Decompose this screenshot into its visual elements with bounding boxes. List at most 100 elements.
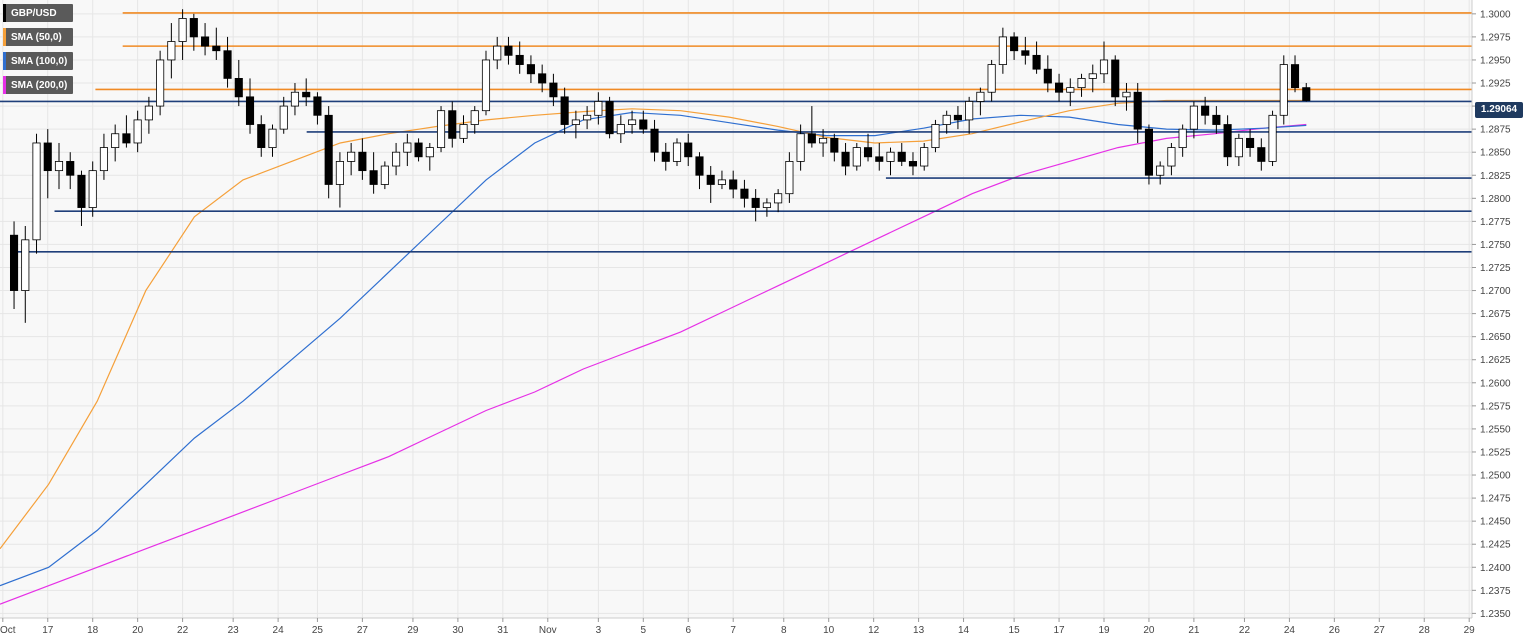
candle-up <box>571 119 580 125</box>
candle-up <box>852 147 861 167</box>
candle-down <box>1257 147 1266 162</box>
candle-up <box>942 114 951 125</box>
candle-up <box>54 161 64 172</box>
x-tick-label: 15 <box>1009 625 1021 636</box>
candle-down <box>77 174 86 208</box>
x-tick-label: 27 <box>1374 625 1386 636</box>
legend-item-sma50[interactable]: SMA (50,0) <box>3 28 74 46</box>
x-tick-label: 24 <box>1284 625 1296 636</box>
x-tick-label: 28 <box>1419 625 1431 636</box>
candle-down <box>953 114 962 121</box>
x-tick-label: Nov <box>539 625 557 636</box>
y-tick-label: 1.2775 <box>1480 217 1511 228</box>
y-tick-label: 1.3000 <box>1480 9 1511 20</box>
x-tick-label: 8 <box>781 625 787 636</box>
y-tick-label: 1.2650 <box>1480 332 1511 343</box>
legend-label: SMA (100,0) <box>11 55 68 67</box>
candle-up <box>628 119 637 125</box>
y-tick-label: 1.2875 <box>1480 125 1511 136</box>
y-tick-label: 1.2375 <box>1480 586 1511 597</box>
x-tick-label: 14 <box>958 625 970 636</box>
candle-up <box>481 59 491 112</box>
candle-up <box>1066 87 1075 93</box>
support-resistance-lines <box>0 12 1472 253</box>
legend-item-sma100[interactable]: SMA (100,0) <box>3 52 74 70</box>
candle-up <box>1178 128 1187 148</box>
candle-down <box>1021 50 1030 56</box>
candle-up <box>290 91 300 107</box>
candle-up <box>785 161 794 195</box>
x-tick-label: 21 <box>1188 625 1200 636</box>
candle-down <box>245 96 255 125</box>
candle-down <box>1010 36 1019 52</box>
y-tick-label: 1.2700 <box>1480 286 1511 297</box>
candle-down <box>122 133 131 144</box>
candle-down <box>257 124 266 148</box>
candle-up <box>1167 147 1176 167</box>
candle-up <box>425 147 434 158</box>
candle-up <box>335 161 344 185</box>
candle-up <box>1268 114 1277 162</box>
x-tick-label: 20 <box>1143 625 1155 636</box>
candle-down <box>223 50 232 79</box>
candle-down <box>538 73 547 84</box>
candle-up <box>133 119 142 144</box>
candle-up <box>1234 137 1243 158</box>
y-tick-label: 1.2400 <box>1480 563 1511 574</box>
y-tick-label: 1.2525 <box>1480 447 1511 458</box>
x-tick-label: 30 <box>452 625 464 636</box>
candle-down <box>751 197 760 208</box>
candle-up <box>470 110 479 125</box>
legend-swatch <box>3 4 6 22</box>
y-tick-label: 1.2475 <box>1480 494 1511 505</box>
moving-averages <box>0 99 1307 605</box>
y-tick-label: 1.2750 <box>1480 240 1511 251</box>
candle-down <box>1212 114 1221 125</box>
x-tick-label: 29 <box>407 625 419 636</box>
candle-up <box>99 147 108 172</box>
grid-lines <box>0 0 1472 618</box>
x-tick-label: 29 <box>1464 625 1476 636</box>
sma100-line <box>0 111 1307 587</box>
y-tick-label: 1.2425 <box>1480 540 1511 551</box>
x-tick-label: 13 <box>913 625 925 636</box>
x-tick-label: 6 <box>685 625 691 636</box>
x-tick-label: 23 <box>228 625 240 636</box>
candle-down <box>1223 124 1232 158</box>
candle-up <box>672 142 682 162</box>
y-tick-label: 1.2975 <box>1480 32 1511 43</box>
candle-down <box>324 114 333 185</box>
candle-down <box>560 96 569 125</box>
sma200-line <box>0 123 1307 605</box>
x-tick-label: 18 <box>87 625 99 636</box>
y-tick-label: 1.2575 <box>1480 401 1511 412</box>
candle-down <box>908 161 918 167</box>
x-tick-label: 17 <box>42 625 54 636</box>
y-tick-label: 1.2850 <box>1480 148 1511 159</box>
candle-down <box>358 151 367 172</box>
candle-up <box>998 36 1007 65</box>
x-tick-label: 12 <box>868 625 880 636</box>
candle-up <box>436 110 446 148</box>
candle-down <box>189 18 198 38</box>
x-tick-label: 7 <box>730 625 736 636</box>
candle-up <box>1077 78 1086 89</box>
candle-up <box>1122 91 1131 98</box>
last-price-tag: 1.29064 <box>1475 102 1523 118</box>
candle-down <box>830 137 839 153</box>
candle-down <box>369 170 378 185</box>
candle-down <box>863 147 873 158</box>
candle-up <box>1279 64 1288 116</box>
legend-item-sma200[interactable]: SMA (200,0) <box>3 76 74 94</box>
candle-down <box>1032 54 1041 70</box>
legend-item-gbpusd[interactable]: GBP/USD <box>3 4 74 22</box>
candle-down <box>729 179 738 190</box>
candle-down <box>841 151 850 167</box>
candle-up <box>380 165 389 185</box>
candle-up <box>774 193 783 204</box>
candle-down <box>212 45 221 52</box>
candle-up <box>931 124 940 148</box>
candle-up <box>347 151 356 162</box>
candle-up <box>1099 59 1109 75</box>
